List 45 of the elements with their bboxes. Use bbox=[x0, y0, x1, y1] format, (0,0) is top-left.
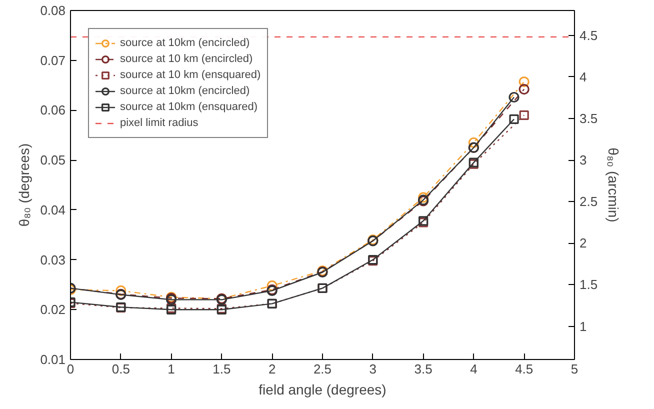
point bbox=[418, 192, 429, 203]
legend-label: source at 10km (ensquared) bbox=[120, 100, 258, 115]
legend-label: source at 10km (encircled) bbox=[120, 84, 250, 99]
point bbox=[518, 76, 530, 88]
y-tick-label: 0.02 bbox=[40, 302, 66, 318]
point bbox=[116, 285, 126, 296]
x-tick-label: 1.5 bbox=[212, 362, 231, 376]
y2-tick-label: 4 bbox=[580, 69, 587, 84]
x-tick-label: 2.5 bbox=[313, 362, 332, 376]
y-axis-title: θ₈₀ (degrees) bbox=[16, 143, 32, 227]
x-tick-label: 3.5 bbox=[414, 362, 432, 376]
y2-tick-label: 3.5 bbox=[580, 111, 598, 126]
y2-axis-title: θ₈₀ (arcmin) bbox=[606, 148, 622, 222]
y2-tick-label: 2.5 bbox=[580, 194, 598, 210]
x-tick-label: 3 bbox=[369, 362, 377, 376]
point bbox=[509, 114, 519, 124]
y-tick-label: 0.06 bbox=[40, 102, 66, 118]
point bbox=[519, 110, 529, 120]
y2-tick-label: 1 bbox=[580, 318, 587, 334]
y2-tick-label: 2 bbox=[580, 236, 587, 251]
x-tick-label: 2 bbox=[268, 362, 276, 376]
legend-label: source at 10 km (ensquared) bbox=[120, 68, 261, 83]
y-tick-label: 0.04 bbox=[40, 202, 66, 218]
y-tick-label: 0.03 bbox=[40, 252, 66, 268]
x-tick-label: 4.5 bbox=[515, 362, 534, 376]
y2-tick-label: 3 bbox=[580, 152, 587, 168]
x-tick-label: 0 bbox=[66, 362, 74, 376]
x-tick-label: 5 bbox=[570, 362, 578, 376]
x-axis-title: field angle (degrees) bbox=[258, 382, 386, 398]
point bbox=[468, 137, 479, 148]
legend-label: source at 10 km (encircled) bbox=[120, 52, 253, 67]
y-tick-label: 0.01 bbox=[40, 352, 66, 367]
legend-label: source at 10km (encircled) bbox=[120, 36, 250, 51]
y-tick-label: 0.07 bbox=[40, 52, 66, 68]
legend-label: pixel limit radius bbox=[120, 116, 198, 131]
point bbox=[266, 280, 278, 292]
x-tick-label: 1 bbox=[168, 362, 175, 376]
x-tick-label: 0.5 bbox=[112, 362, 130, 376]
point bbox=[518, 84, 530, 95]
y-tick-label: 0.05 bbox=[40, 152, 66, 168]
y-tick-label: 0.08 bbox=[40, 3, 66, 18]
point bbox=[508, 92, 520, 103]
x-tick-label: 4 bbox=[470, 362, 478, 376]
y2-tick-label: 4.5 bbox=[580, 28, 598, 43]
y2-tick-label: 1.5 bbox=[580, 277, 598, 292]
